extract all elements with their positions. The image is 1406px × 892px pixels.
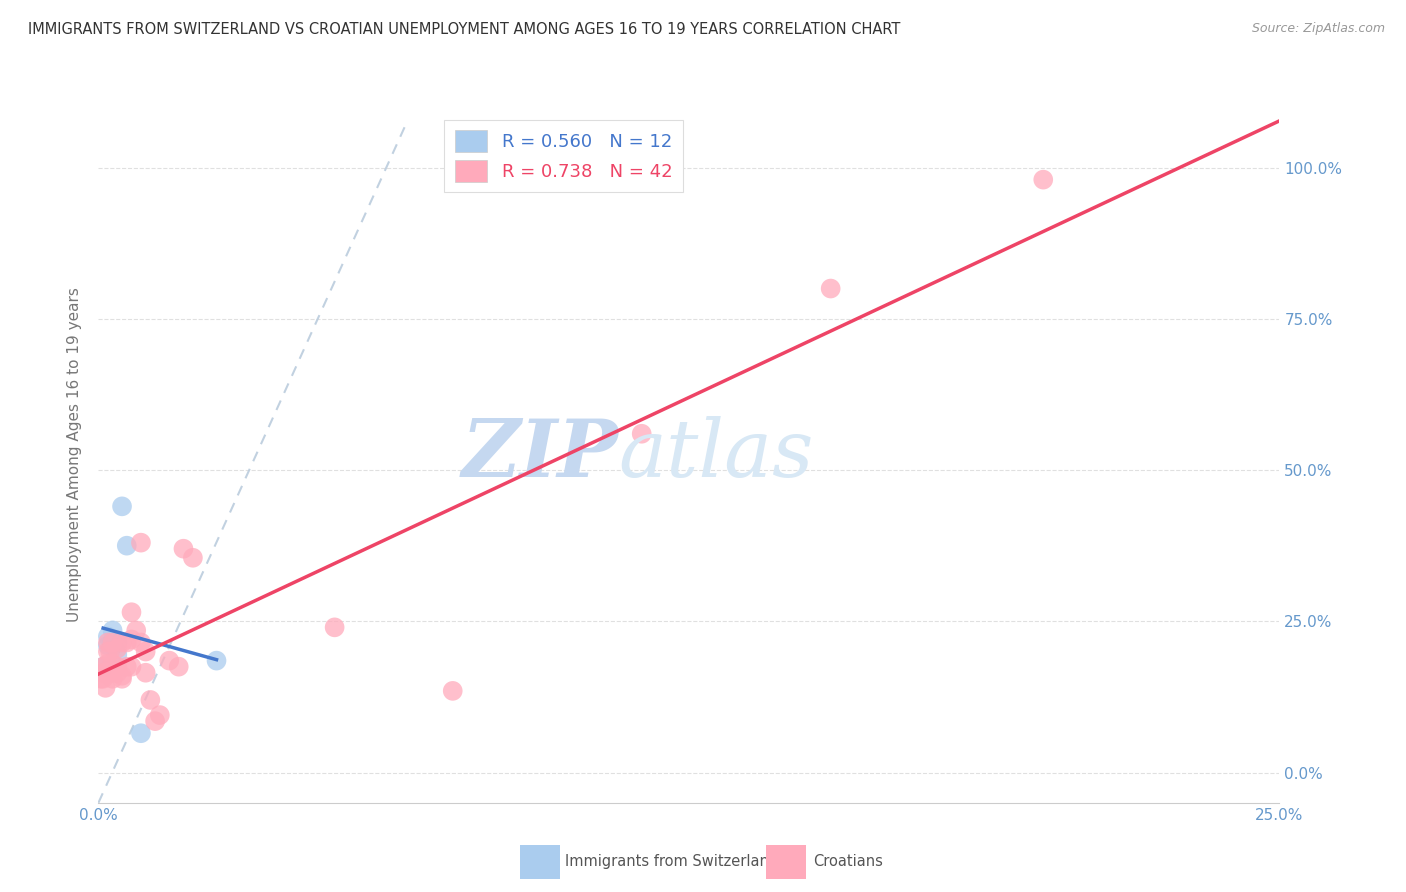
Point: [129, 726, 152, 740]
Point: [91, 659, 114, 673]
Point: [115, 659, 138, 673]
Y-axis label: Unemployment Among Ages 16 to 19 years: Unemployment Among Ages 16 to 19 years: [67, 287, 83, 623]
Point: [630, 426, 652, 441]
Point: [101, 672, 124, 686]
Point: [105, 648, 128, 662]
Text: Immigrants from Switzerland: Immigrants from Switzerland: [565, 855, 779, 869]
Point: [115, 539, 138, 553]
Text: IMMIGRANTS FROM SWITZERLAND VS CROATIAN UNEMPLOYMENT AMONG AGES 16 TO 19 YEARS C: IMMIGRANTS FROM SWITZERLAND VS CROATIAN …: [28, 22, 900, 37]
Text: ZIP: ZIP: [461, 417, 619, 493]
Point: [101, 624, 124, 638]
Point: [149, 708, 172, 723]
Point: [129, 535, 152, 549]
Point: [121, 605, 143, 619]
Point: [181, 550, 204, 565]
Point: [91, 672, 114, 686]
Point: [129, 635, 152, 649]
Point: [101, 657, 124, 671]
Point: [125, 624, 148, 638]
Legend: R = 0.560   N = 12, R = 0.738   N = 42: R = 0.560 N = 12, R = 0.738 N = 42: [444, 120, 683, 193]
Point: [91, 665, 114, 680]
Point: [105, 641, 128, 656]
Point: [157, 654, 180, 668]
Point: [105, 665, 128, 680]
Point: [172, 541, 194, 556]
Point: [323, 620, 346, 634]
Point: [101, 635, 124, 649]
Point: [97, 635, 120, 649]
Point: [115, 635, 138, 649]
Point: [94, 681, 117, 695]
Point: [139, 693, 162, 707]
Point: [90, 672, 112, 686]
Point: [111, 669, 134, 683]
Point: [101, 639, 124, 653]
Text: Croatians: Croatians: [813, 855, 883, 869]
Point: [94, 665, 117, 680]
Text: atlas: atlas: [619, 417, 814, 493]
Point: [143, 714, 166, 728]
Point: [1032, 172, 1054, 186]
Point: [205, 654, 228, 668]
Point: [111, 635, 134, 649]
Point: [167, 659, 190, 673]
Point: [820, 281, 842, 295]
Point: [91, 659, 114, 673]
Point: [111, 672, 134, 686]
Point: [135, 644, 157, 658]
Text: Source: ZipAtlas.com: Source: ZipAtlas.com: [1251, 22, 1385, 36]
Point: [121, 632, 143, 647]
Point: [101, 665, 124, 680]
Point: [97, 629, 120, 643]
Point: [111, 500, 134, 514]
Point: [135, 665, 157, 680]
Point: [441, 684, 464, 698]
Point: [105, 659, 128, 673]
Point: [101, 635, 124, 649]
Point: [121, 659, 143, 673]
Point: [97, 644, 120, 658]
Point: [97, 657, 120, 671]
Point: [97, 639, 120, 653]
Point: [98, 644, 121, 658]
Point: [105, 635, 128, 649]
